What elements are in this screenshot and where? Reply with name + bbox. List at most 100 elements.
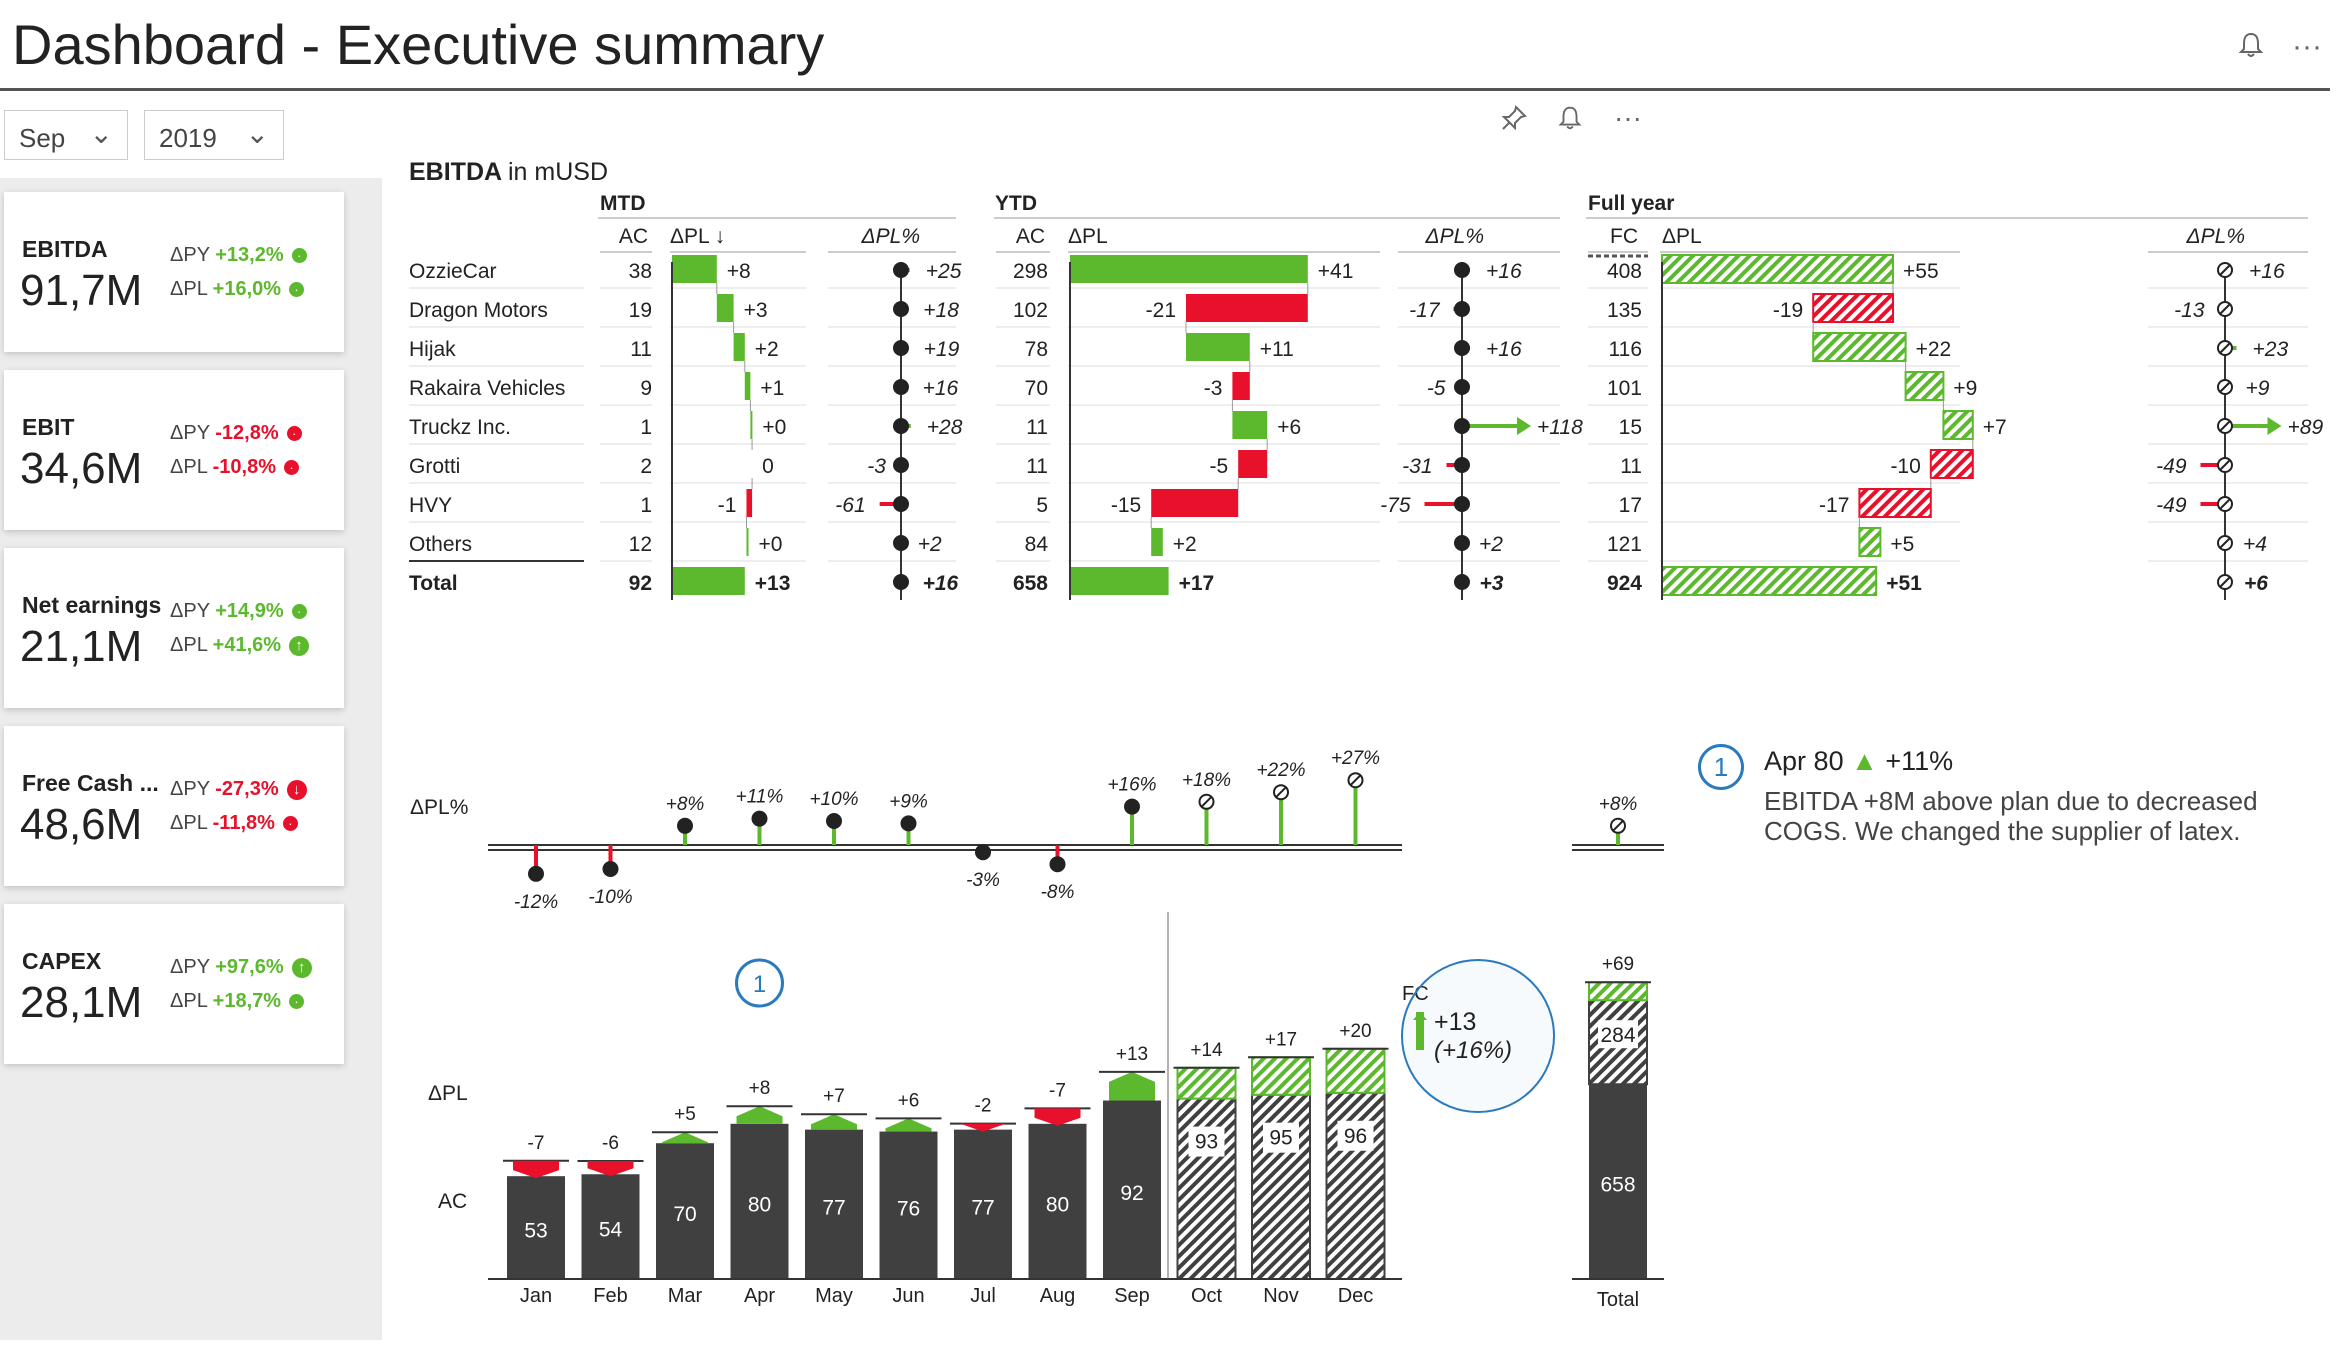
mtd-dpl-label: +0 bbox=[758, 533, 782, 556]
fy-dpl-label: +9 bbox=[1953, 377, 1977, 400]
kpi-dpl-label: ΔPL bbox=[170, 812, 213, 834]
mtd-dplp-pin-head bbox=[893, 301, 909, 317]
mtd-ac-value: 1 bbox=[640, 416, 652, 439]
ytd-ac-value: 298 bbox=[1013, 260, 1048, 283]
total-category-label: Total bbox=[1597, 1289, 1639, 1311]
fc-value: 95 bbox=[1269, 1127, 1292, 1150]
kpi-card-capex[interactable]: CAPEX 28,1M ΔPY +97,6% ↑ ΔPL +18,7% · bbox=[4, 904, 344, 1064]
fy-dpl-bar bbox=[1904, 371, 1945, 401]
row-label-dpl-pct: ΔPL% bbox=[410, 796, 468, 819]
fy-dpl-label: +22 bbox=[1916, 338, 1952, 361]
kpi-value: 48,6M bbox=[20, 800, 143, 849]
fy-dplp-label: +23 bbox=[2253, 338, 2289, 361]
kpi-dpl-label: ΔPL bbox=[170, 456, 213, 478]
note-text: EBITDA +8M above plan due to decreased C… bbox=[1764, 786, 2258, 846]
ytd-dplp-pin-head bbox=[1454, 262, 1470, 278]
more-icon[interactable]: ··· bbox=[2292, 30, 2322, 63]
mtd-ac-value: 1 bbox=[640, 494, 652, 517]
ac-value: 92 bbox=[1120, 1182, 1143, 1205]
mtd-dplp-pin-head bbox=[893, 457, 909, 473]
arrow-right-icon bbox=[2267, 417, 2282, 435]
header-ytd: YTD bbox=[995, 192, 1037, 215]
kpi-dpy-value: +97,6% bbox=[215, 956, 284, 978]
dpl-pct-pin-head bbox=[677, 817, 693, 834]
hollow-pin-slash bbox=[2219, 420, 2231, 432]
bell-icon[interactable] bbox=[2236, 30, 2266, 68]
row-name: Others bbox=[409, 533, 472, 556]
hollow-pin-slash bbox=[2219, 381, 2231, 393]
ac-value: 70 bbox=[673, 1203, 696, 1226]
ytd-dpl-bar bbox=[1070, 567, 1169, 595]
col-mtd-ac: AC bbox=[619, 225, 648, 248]
note-heading: Apr 80 ▲ +11% bbox=[1764, 746, 1953, 777]
fy-fc-value: 15 bbox=[1619, 416, 1642, 439]
category-label: Apr bbox=[744, 1285, 775, 1307]
arrow-icon: ↑ bbox=[289, 635, 310, 656]
kpi-dpy-label: ΔPY bbox=[170, 956, 216, 978]
ytd-ac-value: 78 bbox=[1025, 338, 1048, 361]
mtd-dplp-label: +19 bbox=[924, 338, 960, 361]
annotation-number: 1 bbox=[753, 971, 766, 998]
col-ytd-ac: AC bbox=[1016, 225, 1045, 248]
fy-dpl-bar bbox=[1858, 488, 1932, 518]
dpl-pct-label: +8% bbox=[666, 794, 705, 815]
mtd-dpl-label: +8 bbox=[727, 260, 751, 283]
dpl-marker-down bbox=[513, 1160, 559, 1179]
fy-dpl-label: -17 bbox=[1819, 494, 1849, 517]
bell-icon[interactable] bbox=[1556, 104, 1584, 137]
ytd-dpl-bar bbox=[1232, 372, 1250, 400]
ac-value: 77 bbox=[971, 1196, 994, 1219]
dpl-label: +5 bbox=[674, 1104, 696, 1125]
ytd-ac-value: 658 bbox=[1013, 572, 1048, 595]
row-name: HVY bbox=[409, 494, 452, 517]
ytd-dpl-bar bbox=[1232, 411, 1268, 439]
value-bg bbox=[1263, 1122, 1299, 1153]
pin-icon[interactable] bbox=[1500, 104, 1528, 137]
total-ac-value: 658 bbox=[1600, 1174, 1635, 1197]
kpi-dpl-value: -10,8% bbox=[212, 456, 277, 478]
year-dropdown[interactable]: 2019 ⌄ bbox=[144, 110, 284, 160]
col-fy-dplp: ΔPL% bbox=[2186, 225, 2245, 248]
ac-bar bbox=[656, 1143, 714, 1279]
mtd-dpl-bar bbox=[744, 372, 751, 400]
ytd-dpl-label: -3 bbox=[1204, 377, 1223, 400]
mtd-dplp-pin-head bbox=[893, 535, 909, 551]
mtd-dplp-label: +16 bbox=[923, 377, 959, 400]
mtd-dpl-label: +0 bbox=[762, 416, 786, 439]
kpi-dpl-row: ΔPL +41,6% ↑ bbox=[170, 634, 310, 657]
ac-value: 53 bbox=[524, 1220, 547, 1243]
dpl-marker-down bbox=[960, 1123, 1006, 1132]
kpi-card-net-earnings[interactable]: Net earnings 21,1M ΔPY +14,9% · ΔPL +41,6% ↑ bbox=[4, 548, 344, 708]
total-dpl-marker bbox=[1588, 981, 1648, 1002]
ytd-dplp-label: +118 bbox=[1537, 416, 1583, 439]
value-bg bbox=[1598, 1020, 1638, 1049]
col-mtd-dpl: ΔPL ↓ bbox=[670, 225, 725, 248]
more-icon[interactable]: ··· bbox=[1614, 102, 1642, 133]
dpl-marker-hatched bbox=[1176, 1066, 1237, 1100]
kpi-name: Net earnings bbox=[22, 592, 162, 618]
dpl-label: +17 bbox=[1265, 1029, 1297, 1050]
kpi-card-ebit[interactable]: EBIT 34,6M ΔPY -12,8% · ΔPL -10,8% · bbox=[4, 370, 344, 530]
month-dropdown[interactable]: Sep ⌄ bbox=[4, 110, 128, 160]
note-number-badge: 1 bbox=[1698, 744, 1744, 790]
ac-bar bbox=[730, 1123, 789, 1279]
category-label: Jan bbox=[520, 1285, 552, 1307]
kpi-card-ebitda[interactable]: EBITDA 91,7M ΔPY +13,2% · ΔPL +16,0% · bbox=[4, 192, 344, 352]
mtd-dplp-label: +2 bbox=[918, 533, 942, 556]
kpi-card-free-cash[interactable]: Free Cash ... 48,6M ΔPY -27,3% ↓ ΔPL -11,8% · bbox=[4, 726, 344, 886]
ytd-dplp-label: +16 bbox=[1486, 260, 1522, 283]
arrow-icon: ↓ bbox=[286, 779, 307, 800]
dpl-pct-label: +10% bbox=[809, 789, 858, 810]
kpi-dpl-row: ΔPL -10,8% · bbox=[170, 456, 300, 479]
fc-bar bbox=[1325, 1091, 1386, 1281]
fy-fc-value: 17 bbox=[1619, 494, 1642, 517]
mtd-dpl-bar bbox=[716, 294, 734, 322]
hollow-pin-slash bbox=[2219, 303, 2231, 315]
kpi-dpl-label: ΔPL bbox=[170, 278, 213, 300]
ytd-dplp-label: +3 bbox=[1480, 572, 1504, 595]
dpl-marker-up bbox=[811, 1114, 857, 1130]
total-row-name: Total bbox=[409, 572, 458, 595]
mtd-ac-value: 92 bbox=[629, 572, 652, 595]
kpi-dpy-row: ΔPY +97,6% ↑ bbox=[170, 956, 312, 979]
status-dot-icon: · bbox=[284, 460, 300, 476]
